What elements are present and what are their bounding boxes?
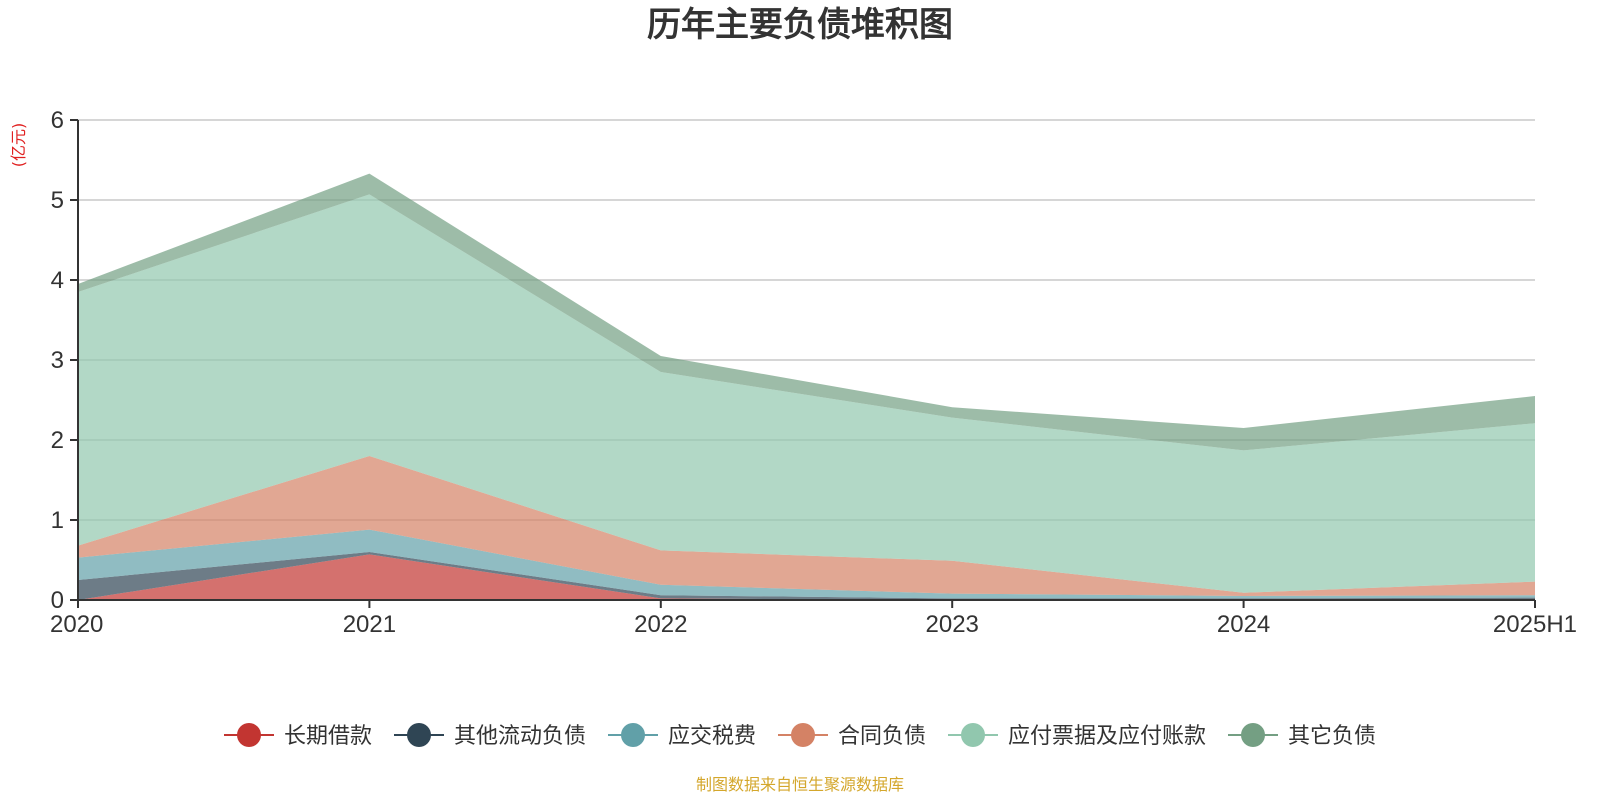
legend-marker bbox=[961, 723, 986, 747]
legend-item-5[interactable]: 其它负债 bbox=[1228, 723, 1376, 749]
series-areas bbox=[78, 173, 1535, 600]
axes: 0 1 2 3 4 5 6 2020 2021 2022 2023 2024 2025H1 bbox=[50, 107, 1577, 638]
x-tick-label: 2025H1 bbox=[1493, 611, 1577, 638]
source-note: 制图数据来自恒生聚源数据库 bbox=[696, 775, 904, 794]
legend-item-0[interactable]: 长期借款 bbox=[223, 723, 372, 749]
x-tick-label: 2023 bbox=[926, 611, 979, 638]
legend-item-4[interactable]: 应付票据及应付账款 bbox=[948, 723, 1206, 749]
y-tick-label: 3 bbox=[51, 347, 64, 374]
x-tick-label: 2020 bbox=[50, 611, 103, 638]
x-tick-label: 2021 bbox=[343, 611, 396, 638]
legend-marker bbox=[620, 723, 645, 747]
legend-item-1[interactable]: 其他流动负债 bbox=[393, 723, 586, 749]
legend[interactable]: 长期借款 其他流动负债 应交税费 合同负债 应付票据及应付账款 其它负债 bbox=[223, 723, 1376, 749]
x-tick-label: 2024 bbox=[1217, 611, 1270, 638]
legend-marker bbox=[1241, 723, 1266, 747]
legend-label: 其他流动负债 bbox=[454, 724, 586, 749]
y-tick-label: 2 bbox=[51, 427, 64, 454]
y-axis-unit-label: (亿元) bbox=[9, 123, 28, 168]
legend-item-3[interactable]: 合同负债 bbox=[777, 723, 926, 749]
y-tick-label: 0 bbox=[51, 587, 64, 614]
legend-label: 合同负债 bbox=[838, 724, 926, 749]
chart-title: 历年主要负债堆积图 bbox=[647, 5, 953, 45]
legend-label: 其它负债 bbox=[1288, 724, 1376, 749]
x-tick-label: 2022 bbox=[634, 611, 687, 638]
legend-marker bbox=[406, 723, 431, 747]
series-area-0 bbox=[78, 554, 1535, 600]
legend-marker bbox=[236, 723, 261, 747]
y-tick-label: 6 bbox=[51, 107, 64, 134]
series-area-3 bbox=[78, 456, 1535, 596]
legend-label: 应付票据及应付账款 bbox=[1008, 724, 1206, 749]
legend-label: 应交税费 bbox=[668, 724, 756, 749]
series-area-2 bbox=[78, 529, 1535, 599]
legend-label: 长期借款 bbox=[284, 724, 372, 749]
series-area-4 bbox=[78, 194, 1535, 593]
legend-marker bbox=[790, 723, 815, 747]
y-tick-label: 4 bbox=[51, 267, 64, 294]
y-tick-label: 1 bbox=[51, 507, 64, 534]
y-tick-label: 5 bbox=[51, 187, 64, 214]
series-area-1 bbox=[78, 552, 1535, 600]
series-area-5 bbox=[78, 173, 1535, 451]
legend-item-2[interactable]: 应交税费 bbox=[607, 723, 756, 749]
